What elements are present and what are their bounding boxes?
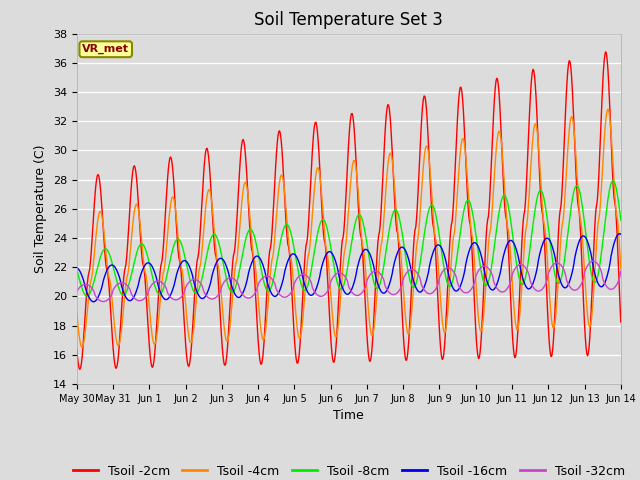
Tsoil -32cm	[73, 288, 81, 294]
Text: VR_met: VR_met	[82, 44, 129, 54]
Tsoil -2cm	[416, 158, 424, 164]
Y-axis label: Soil Temperature (C): Soil Temperature (C)	[35, 144, 47, 273]
Tsoil -16cm	[223, 266, 231, 272]
Tsoil -8cm	[416, 264, 424, 270]
Line: Tsoil -2cm: Tsoil -2cm	[77, 52, 621, 369]
Line: Tsoil -16cm: Tsoil -16cm	[77, 234, 621, 302]
Tsoil -16cm	[431, 244, 439, 250]
Tsoil -16cm	[617, 231, 625, 237]
Tsoil -4cm	[431, 235, 439, 241]
Line: Tsoil -8cm: Tsoil -8cm	[77, 180, 621, 296]
Tsoil -2cm	[223, 346, 231, 352]
Tsoil -8cm	[431, 210, 439, 216]
Tsoil -8cm	[617, 217, 625, 223]
Tsoil -32cm	[83, 282, 90, 288]
Tsoil -4cm	[223, 338, 231, 344]
Tsoil -4cm	[84, 308, 92, 313]
Tsoil -4cm	[416, 219, 424, 225]
Tsoil -4cm	[78, 344, 86, 350]
Tsoil -16cm	[195, 292, 202, 298]
Tsoil -2cm	[76, 366, 84, 372]
Tsoil -4cm	[140, 256, 147, 262]
Tsoil -32cm	[99, 299, 107, 304]
Tsoil -2cm	[195, 250, 202, 256]
Line: Tsoil -32cm: Tsoil -32cm	[77, 261, 621, 301]
Tsoil -8cm	[84, 293, 92, 299]
Tsoil -32cm	[589, 258, 596, 264]
Tsoil -16cm	[83, 289, 90, 295]
Tsoil -2cm	[84, 280, 92, 286]
Title: Soil Temperature Set 3: Soil Temperature Set 3	[254, 11, 444, 29]
Tsoil -8cm	[609, 178, 617, 183]
Tsoil -32cm	[431, 287, 439, 292]
Tsoil -32cm	[195, 278, 202, 284]
Tsoil -2cm	[431, 246, 439, 252]
Tsoil -2cm	[73, 346, 81, 352]
Tsoil -4cm	[617, 266, 625, 272]
Tsoil -8cm	[83, 293, 90, 299]
Tsoil -16cm	[90, 299, 97, 305]
Tsoil -32cm	[617, 268, 625, 274]
Tsoil -32cm	[223, 276, 231, 282]
Tsoil -8cm	[73, 267, 81, 273]
Tsoil -8cm	[223, 280, 231, 286]
Tsoil -2cm	[602, 49, 609, 55]
Tsoil -2cm	[140, 263, 147, 268]
Legend: Tsoil -2cm, Tsoil -4cm, Tsoil -8cm, Tsoil -16cm, Tsoil -32cm: Tsoil -2cm, Tsoil -4cm, Tsoil -8cm, Tsoi…	[68, 460, 630, 480]
Tsoil -4cm	[195, 271, 202, 277]
Tsoil -8cm	[195, 287, 202, 293]
Tsoil -32cm	[140, 297, 147, 302]
Line: Tsoil -4cm: Tsoil -4cm	[77, 109, 621, 347]
Tsoil -16cm	[416, 289, 424, 295]
Tsoil -16cm	[616, 231, 623, 237]
Tsoil -16cm	[140, 265, 147, 271]
Tsoil -16cm	[73, 264, 81, 270]
Tsoil -2cm	[617, 319, 625, 325]
Tsoil -32cm	[416, 275, 424, 280]
X-axis label: Time: Time	[333, 409, 364, 422]
Tsoil -4cm	[604, 107, 612, 112]
Tsoil -8cm	[140, 242, 147, 248]
Tsoil -4cm	[73, 311, 81, 316]
